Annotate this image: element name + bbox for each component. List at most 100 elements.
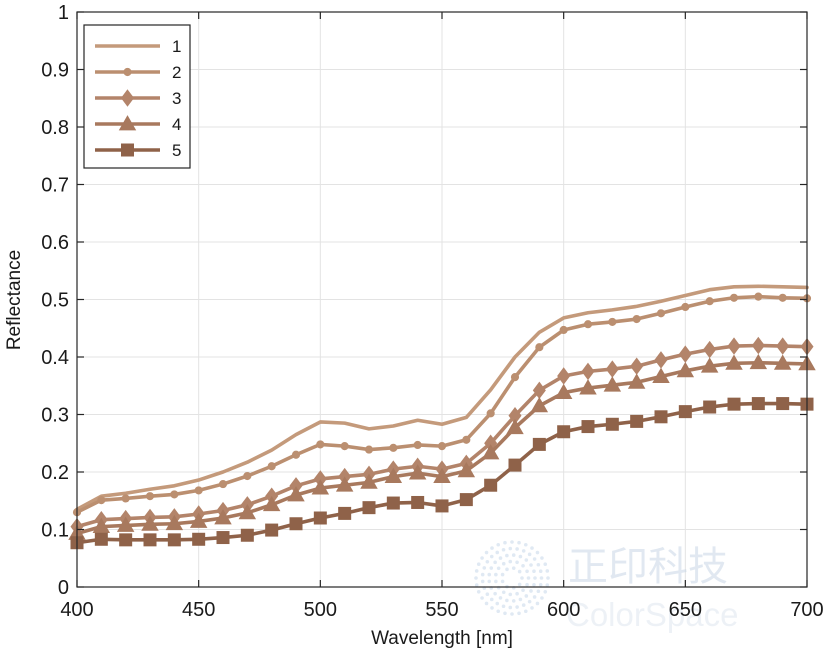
x-axis-label: Wavelength [nm] bbox=[371, 628, 513, 649]
data-point-square bbox=[313, 511, 327, 525]
y-axis-label: Reflectance bbox=[4, 250, 25, 350]
series-4 bbox=[68, 353, 816, 540]
watermark-dot bbox=[527, 552, 532, 557]
data-point-triangle bbox=[603, 376, 622, 392]
data-point-circle bbox=[340, 442, 349, 451]
watermark-dot bbox=[511, 599, 516, 603]
data-point-square bbox=[435, 499, 449, 513]
watermark-dot bbox=[517, 582, 522, 587]
watermark-dot bbox=[524, 594, 529, 598]
data-point-triangle bbox=[433, 467, 451, 484]
watermark-dot bbox=[510, 540, 514, 544]
data-point-diamond bbox=[776, 337, 790, 355]
watermark-dot bbox=[489, 566, 494, 570]
watermark-dot bbox=[501, 547, 506, 552]
data-point-square bbox=[557, 425, 571, 439]
data-point-square bbox=[678, 405, 692, 419]
data-point-triangle bbox=[554, 383, 573, 400]
watermark-dot bbox=[530, 546, 534, 550]
watermark-dot bbox=[508, 592, 513, 597]
data-point-triangle bbox=[287, 486, 305, 502]
data-point-triangle bbox=[676, 361, 695, 378]
data-point-circle bbox=[170, 490, 179, 499]
watermark-dot bbox=[493, 560, 497, 565]
data-point-square bbox=[94, 532, 108, 546]
watermark-dot bbox=[546, 576, 550, 580]
data-point-triangle bbox=[408, 464, 427, 480]
watermark-dot bbox=[545, 569, 550, 573]
data-point-triangle bbox=[141, 515, 159, 531]
watermark-dot bbox=[525, 569, 529, 574]
legend-label: 2 bbox=[172, 63, 181, 82]
data-point-circle bbox=[123, 67, 132, 77]
x-tick-label: 650 bbox=[669, 599, 702, 621]
watermark-dot bbox=[501, 604, 506, 609]
watermark-dot bbox=[476, 589, 481, 594]
x-tick-label: 450 bbox=[182, 599, 215, 621]
watermark-dot bbox=[500, 572, 505, 577]
data-point-square bbox=[654, 410, 668, 424]
axis-ticks bbox=[76, 11, 808, 588]
watermark-dot bbox=[501, 590, 506, 595]
data-point-square bbox=[459, 493, 473, 507]
watermark-dot bbox=[495, 550, 500, 555]
data-point-square bbox=[581, 420, 595, 434]
watermark-dot bbox=[543, 562, 548, 567]
legend-label: 4 bbox=[172, 115, 181, 134]
watermark-dot bbox=[538, 569, 543, 573]
watermark-dot bbox=[480, 572, 485, 577]
watermark-cn-text: 正印科技 bbox=[568, 544, 728, 590]
watermark-dot bbox=[533, 576, 537, 580]
y-tick-label: 0.2 bbox=[41, 462, 69, 484]
watermark-dot bbox=[489, 554, 494, 559]
data-point-triangle bbox=[579, 379, 597, 395]
data-point-square bbox=[119, 533, 133, 547]
watermark-dot bbox=[493, 591, 497, 596]
x-tick-label: 600 bbox=[547, 599, 580, 621]
watermark-dot bbox=[501, 561, 506, 566]
watermark-dot bbox=[521, 603, 526, 607]
data-point-circle bbox=[510, 373, 520, 382]
data-point-square bbox=[143, 533, 157, 547]
y-tick-label: 0.6 bbox=[41, 232, 69, 254]
data-point-diamond bbox=[120, 89, 135, 107]
y-tick-label: 1 bbox=[58, 2, 69, 24]
series-line-1 bbox=[75, 284, 809, 512]
data-point-circle bbox=[364, 445, 374, 454]
legend: 1 2 3 4 5 bbox=[83, 24, 191, 169]
watermark-dot bbox=[489, 597, 494, 602]
watermark-dot bbox=[476, 562, 481, 567]
legend-item-4: 4 bbox=[95, 115, 181, 134]
watermark-dot bbox=[520, 576, 524, 580]
watermark-dot bbox=[545, 583, 550, 587]
watermark-dot bbox=[515, 605, 519, 609]
data-point-circle bbox=[778, 293, 787, 302]
legend-item-2: 2 bbox=[95, 63, 181, 82]
data-point-square bbox=[167, 533, 181, 547]
data-point-triangle bbox=[238, 503, 257, 520]
data-point-triangle bbox=[457, 461, 476, 478]
watermark-dot bbox=[500, 579, 505, 584]
data-point-circle bbox=[316, 440, 325, 449]
watermark-en-text: ColorSpace bbox=[566, 596, 738, 633]
watermark-dot bbox=[480, 579, 485, 584]
watermark-logo bbox=[474, 540, 550, 616]
watermark-dot bbox=[484, 601, 489, 606]
watermark-dot bbox=[532, 582, 536, 587]
watermark-dot bbox=[539, 576, 544, 580]
data-point-circle bbox=[754, 292, 763, 301]
watermark-dot bbox=[485, 559, 490, 564]
watermark-dot bbox=[526, 576, 531, 580]
watermark-dot bbox=[508, 546, 513, 551]
watermark-dot bbox=[508, 559, 513, 564]
watermark-dot bbox=[485, 592, 490, 597]
x-tick-label: 550 bbox=[425, 599, 458, 621]
series-lines bbox=[68, 284, 816, 550]
watermark-dot bbox=[490, 546, 494, 550]
data-point-triangle bbox=[335, 476, 354, 492]
data-point-square bbox=[386, 496, 400, 510]
data-point-triangle bbox=[481, 444, 500, 460]
watermark-dot bbox=[505, 553, 509, 558]
watermark-dot bbox=[536, 562, 541, 567]
y-tick-label: 0.5 bbox=[41, 290, 69, 312]
